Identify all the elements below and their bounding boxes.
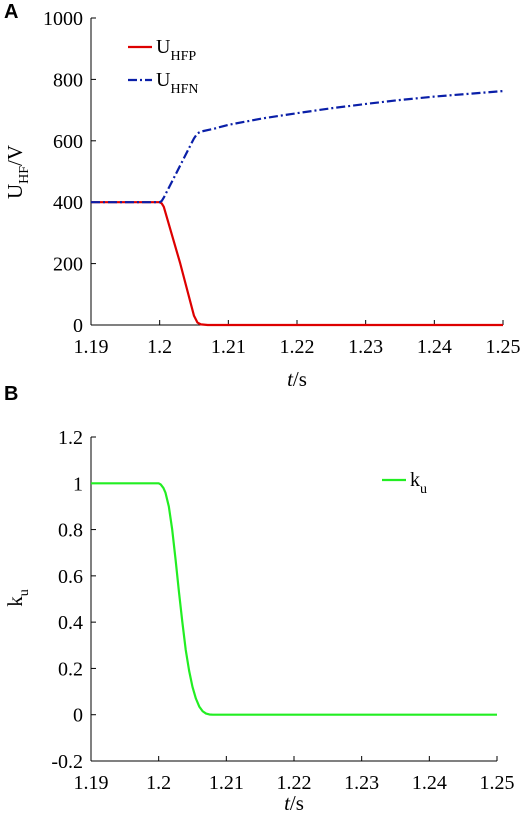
y-axis-label: UHF/V xyxy=(3,145,32,199)
x-axis-label: t/s xyxy=(284,791,304,815)
x-tick-label: 1.24 xyxy=(417,336,452,358)
y-tick-label: 1 xyxy=(73,473,83,495)
legend-label: UHFP xyxy=(156,36,196,64)
panel-a: A 1.19 1.2 1.21 1.22 1.23 1.24 1.25 0 200 400 600 80… xyxy=(3,1,521,391)
series-line-ku xyxy=(91,482,497,716)
y-tick-label: 0.2 xyxy=(58,658,83,680)
x-tick-label: 1.21 xyxy=(209,772,244,794)
y-axis-label: ku xyxy=(3,589,32,607)
y-tick-label: 1.2 xyxy=(58,427,83,449)
x-tick-label: 1.23 xyxy=(348,336,383,358)
series-line-uhfp xyxy=(91,201,503,327)
series-line-uhfn xyxy=(91,89,504,204)
x-tick-label: 1.24 xyxy=(412,772,447,794)
x-tick-label: 1.2 xyxy=(147,336,172,358)
panel-b: B1.19 1.2 1.21 1.22 1.23 1.24 1.25-0.200.20.40… xyxy=(3,383,515,815)
y-tick-label: 0.8 xyxy=(58,520,83,542)
x-tick-label: 1.25 xyxy=(486,336,521,358)
x-tick-label: 1.21 xyxy=(211,336,246,358)
panel-letter: B xyxy=(4,383,18,405)
y-tick-label: 0.6 xyxy=(58,566,83,588)
y-tick-label: 800 xyxy=(53,69,83,91)
y-tick-label: 600 xyxy=(53,131,83,153)
x-tick-label: 1.19 xyxy=(74,772,109,794)
legend-label: UHFN xyxy=(156,69,198,97)
y-tick-label: 400 xyxy=(53,192,83,214)
x-tick-label: 1.23 xyxy=(344,772,379,794)
x-tick-label: 1.22 xyxy=(280,336,315,358)
panel-letter: A xyxy=(4,1,18,23)
legend-label: ku xyxy=(410,469,427,497)
y-tick-label: -0.2 xyxy=(51,751,83,773)
y-tick-label: 0 xyxy=(73,315,83,337)
y-tick-label: 0.4 xyxy=(58,612,83,634)
y-tick-label: 0 xyxy=(73,705,83,727)
x-axis-label: t/s xyxy=(287,367,307,391)
y-tick-label: 1000 xyxy=(43,8,83,30)
x-tick-label: 1.25 xyxy=(480,772,515,794)
x-tick-label: 1.22 xyxy=(277,772,312,794)
x-tick-label: 1.19 xyxy=(74,336,109,358)
x-tick-label: 1.2 xyxy=(146,772,171,794)
y-tick-label: 200 xyxy=(53,254,83,276)
